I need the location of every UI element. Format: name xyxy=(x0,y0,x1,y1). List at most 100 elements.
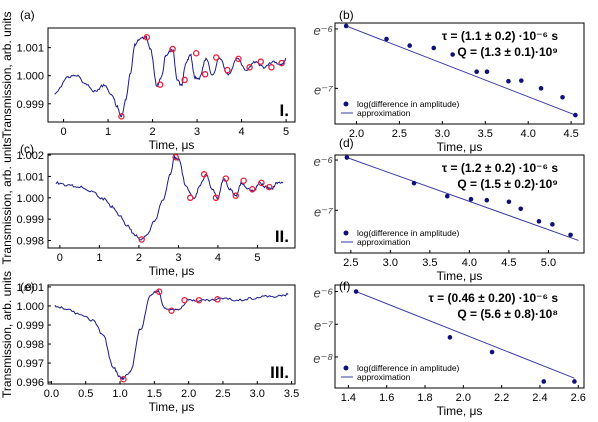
data-point xyxy=(431,45,437,51)
peak-marker xyxy=(181,76,188,84)
peak-marker xyxy=(201,71,209,78)
y-tick-label: e⁻⁷ xyxy=(314,318,334,333)
tau-annotation: τ = (0.46 ± 0.20) ·10⁻⁶ s xyxy=(428,291,558,305)
plot-frame xyxy=(47,153,296,249)
plot-frame xyxy=(334,284,585,389)
peak-marker xyxy=(156,81,164,88)
x-tick-label: 2 xyxy=(136,252,142,264)
y-tick-label: e⁻⁷ xyxy=(314,82,334,97)
x-axis-label: Time, μs xyxy=(149,400,195,414)
x-tick-label: 3.5 xyxy=(284,388,299,400)
legend-line-label: approximation xyxy=(357,237,411,247)
data-point xyxy=(541,379,547,384)
x-tick-label: 3 xyxy=(175,252,181,264)
y-tick-label: 1.001 xyxy=(16,171,44,183)
y-axis-label: Transmission, arb. units xyxy=(0,271,14,398)
legend-point-marker xyxy=(343,365,349,371)
fit-line xyxy=(355,291,575,379)
data-point xyxy=(550,222,555,227)
panel-label: (a) xyxy=(20,8,35,22)
plot-frame xyxy=(334,154,585,254)
x-tick-label: 2.5 xyxy=(343,257,358,269)
peak-marker xyxy=(181,296,188,304)
legend-point-marker xyxy=(343,230,349,236)
peak-marker xyxy=(278,59,285,67)
peak-marker xyxy=(258,179,265,187)
peak-marker xyxy=(224,66,231,74)
data-point xyxy=(450,52,455,57)
data-point xyxy=(573,112,578,118)
x-tick-label: 1.4 xyxy=(341,392,356,404)
panel-d: (d) 2.5 3.0 3.5 4.0 4.5 5.0 Time, μs e⁻⁶ e⁻⁷ τ = (… xyxy=(314,136,585,283)
y-axis-label: Transmission, arb. units xyxy=(0,12,14,139)
x-tick-label: 4.5 xyxy=(563,128,578,140)
q-annotation: Q = (1.5 ± 0.2)·10⁹ xyxy=(457,177,558,191)
x-tick-label: 2.4 xyxy=(532,392,547,404)
data-point xyxy=(506,78,511,84)
data-point xyxy=(489,349,495,355)
y-tick-label: e⁻⁷ xyxy=(314,204,334,219)
peak-marker xyxy=(192,50,200,57)
peak-marker xyxy=(200,171,208,178)
data-point xyxy=(444,193,450,199)
fit-line xyxy=(345,25,576,116)
x-tick-label: 3.0 xyxy=(250,388,265,400)
y-tick-label: 1.000 xyxy=(16,71,44,83)
y-tick-label: 0.999 xyxy=(16,214,44,226)
data-point xyxy=(407,43,413,48)
x-tick-label: 0 xyxy=(57,252,63,264)
signal-curve xyxy=(55,154,284,241)
peak-marker xyxy=(172,153,179,161)
peak-marker xyxy=(212,54,220,61)
x-tick-label: 2.5 xyxy=(392,128,407,140)
x-axis-label: Time, μs xyxy=(149,138,195,152)
x-tick-label: 3.0 xyxy=(383,257,398,269)
peak-marker xyxy=(249,185,256,193)
x-tick-label: 2.0 xyxy=(456,392,471,404)
data-point xyxy=(519,78,524,83)
peak-marker xyxy=(240,177,247,184)
y-tick-label: e⁻⁶ xyxy=(314,286,334,301)
data-point xyxy=(568,232,573,238)
peak-marker xyxy=(222,175,230,182)
data-point xyxy=(344,155,350,160)
panel-label: (c) xyxy=(20,142,34,156)
x-tick-label: 3.5 xyxy=(478,128,493,140)
x-tick-label: 1 xyxy=(96,252,102,264)
signal-curve xyxy=(54,289,289,381)
legend-point-marker xyxy=(343,101,349,107)
peak-marker xyxy=(257,58,264,65)
legend-line-label: approximation xyxy=(357,108,411,118)
peak-marker xyxy=(138,236,145,243)
regime-label: II. xyxy=(275,227,289,246)
x-tick-label: 0.0 xyxy=(44,388,59,400)
plot-frame xyxy=(47,284,296,385)
panel-c: (c) 0 1 2 3 4 5 Time, μs 0.998 0.999 1.000 1.001 1.0… xyxy=(0,138,296,278)
x-tick-label: 0 xyxy=(61,126,67,138)
panel-e: (e) 0.0 0.5 1.0 1.5 2.0 2.5 3.0 3.5 Time, μs 0.996… xyxy=(0,271,299,414)
x-tick-label: 4.0 xyxy=(521,128,536,140)
panel-a: (a) 0 1 2 3 4 5 Time, μs 0.999 1.000 1.001Transmis… xyxy=(0,8,296,152)
peak-marker xyxy=(195,296,203,304)
y-tick-label: 0.998 xyxy=(16,339,44,351)
data-point xyxy=(474,69,479,75)
data-point xyxy=(353,289,359,294)
q-annotation: Q = (5.6 ± 0.8)·10⁸ xyxy=(457,307,558,321)
peak-marker xyxy=(168,307,175,314)
peak-marker xyxy=(169,45,176,53)
signal-curve xyxy=(54,35,287,118)
x-tick-label: 1.0 xyxy=(112,388,127,400)
x-tick-label: 5 xyxy=(254,252,260,264)
x-tick-label: 2.5 xyxy=(215,388,230,400)
q-annotation: Q = (1.3 ± 0.1)·10⁹ xyxy=(457,45,558,59)
y-tick-label: 0.997 xyxy=(16,358,44,370)
x-axis-label: Time, μs xyxy=(437,404,483,418)
x-tick-label: 1.6 xyxy=(379,392,394,404)
panel-f: (f) 1.4 1.6 1.8 2.0 2.2 2.4 2.6 Time, μs e⁻⁶ e⁻⁷ e⁻… xyxy=(313,279,586,418)
data-point xyxy=(411,180,417,186)
peak-marker xyxy=(246,64,253,71)
data-point xyxy=(447,335,453,340)
x-tick-label: 1 xyxy=(105,126,111,138)
peak-marker xyxy=(120,375,127,383)
